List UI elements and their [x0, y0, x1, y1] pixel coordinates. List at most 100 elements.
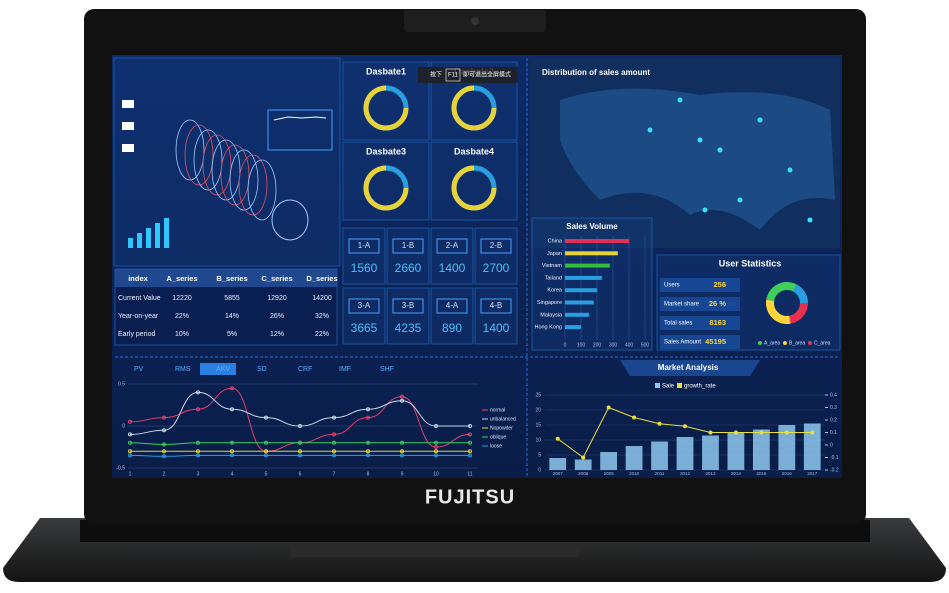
tile-value: 4235	[395, 321, 422, 335]
stat-value: 8163	[709, 318, 726, 327]
legend-label: A_area	[764, 340, 780, 346]
gauge-title: Dasbate1	[366, 66, 406, 76]
point	[434, 440, 438, 445]
point	[128, 440, 132, 445]
x-tick-label: 2017	[807, 471, 818, 476]
x-tick-label: 2009	[604, 471, 615, 476]
tab[interactable]: RMS	[175, 366, 191, 373]
category-label: Korea	[547, 288, 563, 294]
point	[332, 449, 336, 454]
donut-segment	[766, 282, 797, 302]
table-cell: 5855	[224, 295, 240, 302]
point	[162, 454, 166, 459]
point	[434, 453, 438, 458]
point	[434, 445, 438, 449]
brand-logo: FUJITSU	[425, 486, 515, 508]
gauge-title: Dasbate3	[366, 146, 406, 156]
x-tick-label: 2010	[629, 471, 640, 476]
tab-active	[200, 363, 236, 375]
category-label: Singapore	[537, 300, 562, 306]
point	[332, 432, 336, 437]
tile-badge	[348, 298, 380, 314]
tile-badge	[392, 238, 424, 254]
table-cell: 32%	[315, 313, 329, 320]
panel	[113, 57, 341, 267]
category-label: Malaysia	[540, 312, 563, 318]
table-cell: 14%	[225, 313, 239, 320]
panel	[474, 227, 518, 285]
tab[interactable]: PV	[134, 366, 144, 373]
tab[interactable]: SHF	[380, 366, 394, 373]
table-header: A_series	[166, 274, 197, 283]
hint-text: 按下	[430, 71, 442, 79]
map-dot	[647, 127, 653, 133]
table-cell: 10%	[175, 331, 189, 338]
stat-label: Market share	[664, 302, 700, 308]
point	[632, 415, 637, 420]
y-tick-label: 5	[538, 452, 541, 458]
x-tick-label: 400	[625, 342, 634, 348]
table-cell: 12%	[270, 331, 284, 338]
point	[128, 453, 132, 458]
point	[400, 440, 404, 445]
stat-value: 45195	[705, 337, 726, 346]
y2-tick-label: 0	[830, 442, 833, 448]
legend-label: Nopowder	[490, 425, 513, 431]
y2-tick-label: 0.2	[830, 417, 837, 423]
point	[128, 419, 132, 424]
x-tick-label: 2	[163, 471, 166, 477]
tile-label: 3-B	[402, 301, 414, 310]
donut-segment	[792, 284, 808, 304]
point	[162, 442, 166, 447]
table-cell: Early period	[118, 331, 155, 338]
engine-ring	[211, 139, 241, 201]
legend-label: B_area	[789, 340, 805, 346]
point	[683, 424, 687, 429]
x-tick-label: 8	[367, 471, 370, 477]
mini-bar	[146, 228, 151, 248]
hint-key-box	[445, 68, 461, 82]
gauge-arc	[451, 165, 497, 211]
engine-ring	[184, 124, 214, 186]
legend-label: oblique	[490, 434, 506, 440]
point	[366, 449, 370, 454]
tab[interactable]: IMF	[339, 366, 351, 373]
point	[555, 436, 560, 441]
legend-label: unbalanced	[490, 416, 516, 422]
x-tick-label: 2014	[731, 471, 742, 476]
side-box	[122, 122, 134, 130]
bar	[676, 437, 694, 470]
point	[332, 415, 336, 420]
tile-label: 4-B	[490, 301, 502, 310]
bar	[565, 239, 629, 243]
tile-badge	[480, 298, 512, 314]
tile-value: 890	[442, 321, 462, 335]
engine-wheel	[271, 199, 309, 241]
point	[733, 430, 738, 435]
tile-label: 2-A	[446, 241, 459, 250]
point	[400, 453, 404, 458]
bar	[565, 263, 610, 268]
x-tick-label: 2015	[756, 471, 767, 476]
side-box	[122, 144, 134, 152]
bar	[565, 325, 581, 330]
point	[264, 449, 268, 454]
table-cell: 5%	[227, 331, 237, 338]
x-tick-label: 2007	[553, 471, 564, 476]
point	[434, 449, 438, 454]
stat-label: Users	[664, 283, 680, 289]
bar	[600, 452, 618, 470]
tile-value: 3665	[351, 321, 378, 335]
legend-swatch	[677, 383, 682, 388]
chart-title: Sales Volume	[566, 222, 618, 231]
y2-tick-label: -0.2	[830, 467, 839, 473]
bar	[565, 312, 589, 317]
legend-swatch	[758, 341, 762, 345]
landmass	[560, 88, 835, 230]
tab[interactable]: SD	[257, 366, 267, 373]
tab[interactable]: AKV	[216, 366, 230, 373]
tab[interactable]: CRF	[298, 366, 312, 373]
point	[196, 407, 200, 412]
point	[162, 428, 166, 433]
